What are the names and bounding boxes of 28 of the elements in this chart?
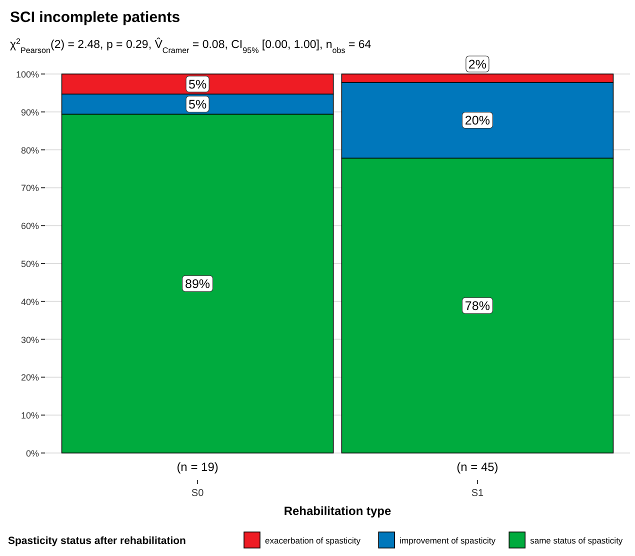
- data-label: 2%: [468, 58, 486, 72]
- x-axis-title: Rehabilitation type: [284, 504, 392, 518]
- y-tick-label: 80%: [20, 145, 39, 156]
- x-tick-label: S1: [471, 488, 484, 499]
- y-tick-label: 50%: [20, 259, 39, 269]
- y-tick-label: 70%: [20, 183, 39, 194]
- text: χ$^{2}$$_{Pearson}$(2) = 2.48, p = 0.29, V̂$_{Cramer}$ = 0.08, CI$_{95%}$ [0.00, 1.00], n$_{obs}$ = 64: [10, 36, 372, 54]
- legend-title: Spasticity status after rehabilitation: [8, 535, 186, 547]
- y-tick-label: 0%: [26, 448, 39, 458]
- data-label: 89%: [185, 277, 210, 292]
- data-label: 78%: [464, 299, 490, 314]
- y-tick-label: 10%: [20, 410, 39, 421]
- y-tick-label: 60%: [20, 221, 39, 232]
- chart-title: SCI incomplete patients: [10, 9, 180, 26]
- legend-label: exacerbation of spasticity: [265, 536, 362, 546]
- legend-label: improvement of spasticity: [400, 536, 496, 546]
- data-label: 5%: [188, 98, 207, 112]
- legend-label: same status of spasticity: [530, 536, 624, 546]
- y-tick-label: 100%: [16, 70, 39, 80]
- annotation: (n = 19): [176, 460, 218, 474]
- y-tick-label: 30%: [20, 334, 39, 345]
- x-tick-label: S0: [191, 488, 204, 499]
- annotation: (n = 45): [456, 460, 498, 474]
- data-label: 5%: [188, 78, 207, 92]
- data-label: 20%: [464, 114, 490, 128]
- y-tick-label: 90%: [20, 107, 39, 118]
- y-tick-label: 20%: [20, 372, 39, 383]
- y-tick-label: 40%: [20, 296, 39, 307]
